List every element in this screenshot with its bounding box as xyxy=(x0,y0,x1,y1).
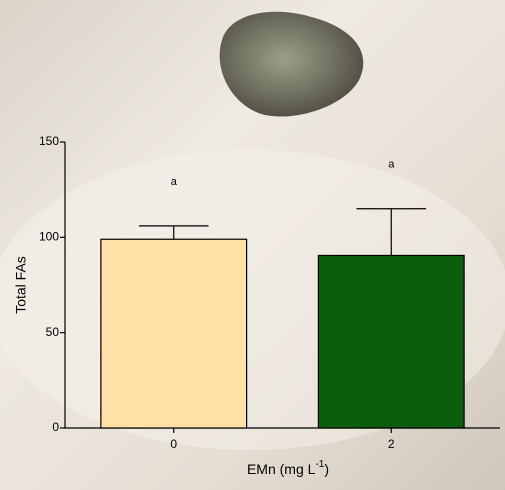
y-tick-label: 50 xyxy=(46,325,60,339)
y-tick-label: 100 xyxy=(39,230,59,244)
x-axis-label-suffix: ) xyxy=(324,461,329,477)
y-tick-label: 150 xyxy=(39,134,59,148)
bar xyxy=(318,255,464,428)
page: {"chart_data": {"type": "bar", "y_label"… xyxy=(0,0,505,490)
annotation: a xyxy=(388,159,395,171)
y-tick-label: 0 xyxy=(52,420,59,434)
x-axis-label-text: EMn (mg L xyxy=(247,461,316,477)
bar xyxy=(101,239,247,428)
x-tick-label: 0 xyxy=(170,437,177,451)
chart: Total FAs EMn (mg L-1) 0501001500a2a xyxy=(0,0,505,490)
y-axis-label: Total FAs xyxy=(13,256,29,314)
annotation: a xyxy=(171,176,178,188)
x-tick-label: 2 xyxy=(388,437,395,451)
